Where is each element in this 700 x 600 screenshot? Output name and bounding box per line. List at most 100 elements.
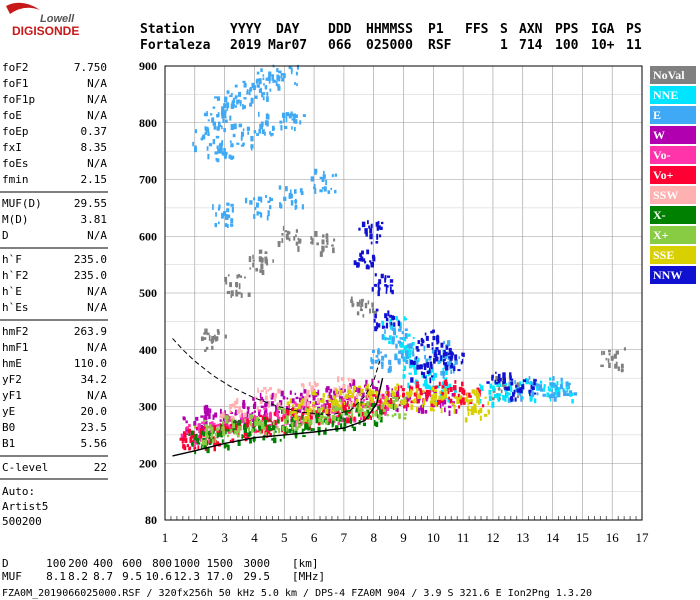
echo-mark (268, 418, 271, 422)
echo-mark (215, 212, 217, 217)
echo-mark (223, 148, 226, 154)
echo-mark (304, 421, 308, 425)
echo-mark (289, 424, 293, 428)
echo-mark (448, 383, 452, 389)
echo-mark (300, 383, 305, 387)
echo-mark (395, 391, 400, 397)
echo-mark (348, 406, 350, 410)
data-point (288, 113, 292, 119)
echo-mark (560, 377, 563, 382)
echo-mark (258, 128, 261, 134)
echo-mark (516, 388, 520, 393)
true-height-profile (172, 377, 384, 457)
param-name: C-level (2, 461, 48, 474)
echo-mark (359, 308, 363, 312)
echo-mark (329, 388, 333, 393)
echo-mark (290, 200, 294, 206)
echo-mark (504, 396, 507, 402)
echo-mark (429, 361, 433, 368)
echo-mark (411, 341, 415, 346)
echo-mark (381, 365, 384, 369)
echo-mark (326, 239, 329, 245)
echo-mark (517, 391, 520, 395)
param-name: foF1 (2, 77, 29, 90)
echo-mark (339, 396, 343, 403)
echo-mark (379, 410, 383, 416)
echo-mark (445, 364, 449, 371)
echo-mark (416, 349, 420, 352)
echo-mark (497, 397, 500, 403)
legend-label: W (653, 128, 665, 142)
logo-swoosh-icon (6, 2, 40, 14)
echo-mark (399, 394, 401, 397)
echo-mark (231, 206, 234, 213)
echo-mark (333, 415, 337, 422)
echo-mark (403, 402, 406, 409)
echo-mark (347, 394, 352, 398)
echo-mark (374, 410, 378, 417)
echo-mark (226, 90, 230, 94)
echo-mark (187, 428, 191, 432)
y-tick-label: 900 (139, 59, 157, 73)
echo-mark (468, 401, 473, 405)
echo-mark (312, 403, 314, 408)
data-point (464, 397, 468, 403)
data-point (369, 228, 373, 234)
echo-mark (340, 401, 343, 407)
echo-mark (185, 431, 189, 435)
param-name: yE (2, 405, 15, 418)
echo-mark (326, 399, 329, 405)
echo-mark (615, 350, 619, 355)
echo-mark (364, 406, 368, 409)
echo-mark (380, 221, 384, 225)
echo-mark (418, 357, 420, 363)
echo-mark (531, 382, 535, 388)
echo-mark (334, 173, 338, 177)
echo-mark (623, 347, 627, 351)
echo-mark (516, 382, 520, 387)
header-label-3: DDD (328, 22, 352, 37)
echo-mark (305, 411, 309, 416)
legend-swatch (650, 66, 696, 84)
echo-mark (565, 381, 569, 387)
data-point (449, 386, 453, 392)
echo-mark (351, 300, 354, 305)
echo-mark (373, 386, 377, 389)
echo-mark (285, 186, 288, 192)
echo-mark (214, 437, 217, 443)
data-point (241, 418, 245, 424)
echo-mark (371, 287, 374, 292)
echo-mark (527, 379, 529, 384)
echo-mark (208, 335, 211, 341)
echo-mark (617, 366, 620, 372)
data-point (393, 391, 397, 397)
echo-mark (265, 77, 269, 81)
echo-mark (377, 287, 381, 291)
echo-mark (338, 404, 342, 408)
echo-mark (282, 408, 286, 414)
echo-mark (272, 437, 277, 444)
echo-mark (237, 291, 241, 295)
echo-mark (206, 411, 210, 416)
echo-mark (219, 408, 222, 415)
echo-mark (361, 221, 366, 228)
echo-mark (301, 396, 304, 401)
echo-mark (388, 340, 391, 345)
param-value: 263.9 (74, 325, 107, 338)
echo-mark (230, 92, 233, 96)
echo-mark (388, 404, 392, 408)
echo-mark (274, 430, 277, 433)
echo-mark (428, 355, 432, 358)
echo-mark (346, 409, 351, 413)
echo-mark (268, 79, 271, 84)
echo-mark (291, 70, 293, 75)
echo-mark (432, 329, 435, 333)
echo-mark (427, 390, 431, 396)
echo-mark (201, 439, 206, 446)
echo-mark (313, 183, 316, 190)
echo-mark (385, 391, 388, 394)
echo-mark (447, 387, 450, 391)
param-name: foE (2, 109, 22, 122)
echo-mark (460, 386, 463, 390)
echo-mark (230, 203, 234, 207)
